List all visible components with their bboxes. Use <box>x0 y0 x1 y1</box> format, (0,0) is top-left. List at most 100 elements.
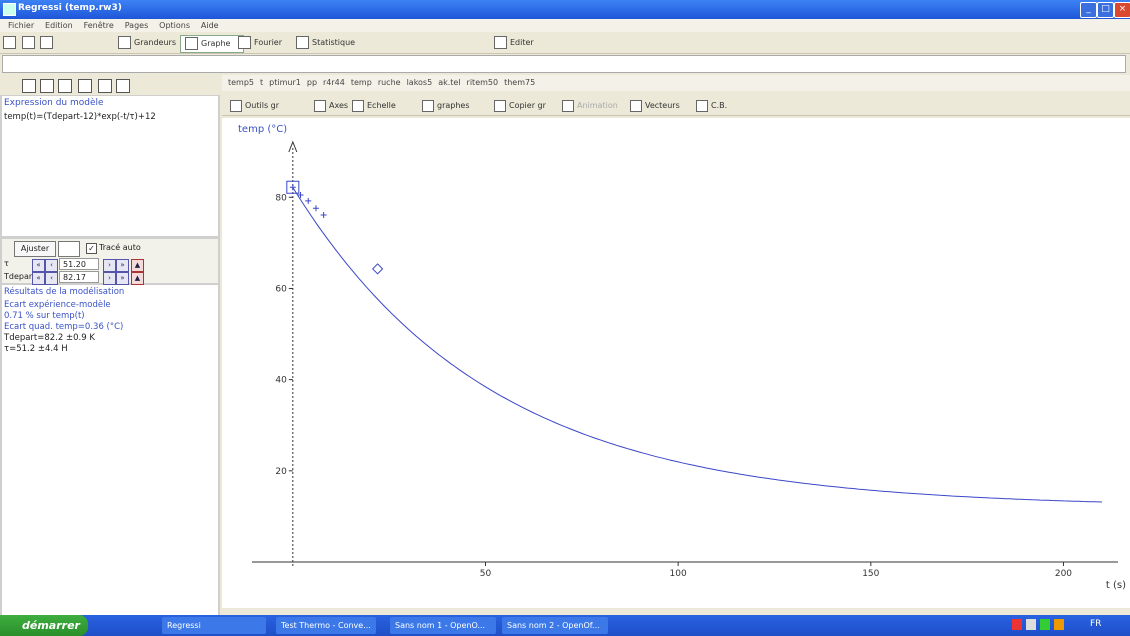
tdepart-increase-button[interactable]: › <box>103 272 116 285</box>
tray-language[interactable]: FR <box>1090 619 1102 629</box>
y-axis-arrow <box>288 140 298 153</box>
variable-tab[interactable]: pp <box>306 78 318 87</box>
tau-increase-button[interactable]: › <box>103 259 116 272</box>
data-point <box>312 205 319 212</box>
graph-tool-button[interactable]: C.B. <box>696 99 727 113</box>
statistique-button[interactable]: Statistique <box>296 35 355 51</box>
data-point <box>371 263 384 275</box>
tau-lock-icon[interactable]: ▲ <box>131 259 144 272</box>
graph-tool-button: Animation <box>562 99 618 113</box>
tray-network-icon[interactable] <box>1026 619 1036 630</box>
trace-auto-checkbox[interactable]: ✓ <box>86 243 97 254</box>
tool-text-button[interactable] <box>22 35 38 51</box>
graph-tool-icon <box>494 99 506 112</box>
data-point <box>289 184 296 191</box>
variable-tab[interactable]: lakos5 <box>406 78 433 87</box>
tau-fast-increase-button[interactable]: » <box>116 259 129 272</box>
tool-table-button[interactable] <box>3 35 19 51</box>
menu-bar: Fichier Edition Fenêtre Pages Options Ai… <box>0 19 1130 32</box>
variable-tab[interactable]: them75 <box>504 78 536 87</box>
results-header: Résultats de la modélisation <box>4 287 125 297</box>
taskbar-task[interactable]: Test Thermo - Conve... <box>276 617 376 634</box>
arrows-icon <box>40 36 53 49</box>
tray-sound-icon[interactable] <box>1040 619 1050 630</box>
graph-tool-label: Axes <box>329 101 349 110</box>
model-curve-icon[interactable] <box>22 79 36 93</box>
menu-edition[interactable]: Edition <box>45 21 73 30</box>
tdepart-fast-decrease-button[interactable]: « <box>32 272 45 285</box>
variable-tab[interactable]: ptimur1 <box>269 78 301 87</box>
tau-value[interactable]: 51.20 <box>59 258 99 270</box>
model-fit-icon[interactable] <box>40 79 54 93</box>
menu-pages[interactable]: Pages <box>124 21 149 30</box>
graph-tool-icon <box>696 99 708 112</box>
fourier-icon <box>238 36 251 49</box>
taskbar-task[interactable]: Sans nom 1 - OpenO... <box>390 617 496 634</box>
main-toolbar: Grandeurs Graphe Fourier Statistique Edi… <box>0 32 1130 54</box>
taskbar-task[interactable]: Sans nom 2 - OpenOf... <box>502 617 608 634</box>
model-expression[interactable]: temp(t)=(Tdepart-12)*exp(-t/τ)+12 <box>4 112 156 122</box>
result-line: Ecart expérience-modèle <box>4 300 111 310</box>
fourier-button[interactable]: Fourier <box>238 35 282 51</box>
menu-aide[interactable]: Aide <box>200 21 219 30</box>
model-options-icon[interactable] <box>98 79 112 93</box>
graph-tool-button[interactable]: Axes <box>314 99 348 113</box>
variable-tab[interactable]: ak.tel <box>438 78 461 87</box>
menu-fenetre[interactable]: Fenêtre <box>83 21 114 30</box>
minimize-button[interactable]: _ <box>1080 2 1097 18</box>
model-editor[interactable]: Expression du modèle temp(t)=(Tdepart-12… <box>2 96 218 236</box>
graph-area[interactable]: 50 100 150 200 20 40 60 80 temp (°C) t (s) <box>222 118 1130 608</box>
tau-decrease-button[interactable]: ‹ <box>45 259 58 272</box>
variable-tab[interactable]: temp <box>350 78 372 87</box>
taskbar-task[interactable]: Regressi <box>162 617 266 634</box>
editer-button[interactable]: Editer <box>494 35 534 51</box>
results-list: Ecart expérience-modèle 0.71 % sur temp(t… <box>2 300 218 355</box>
variable-tab[interactable]: ritem50 <box>466 78 499 87</box>
variable-tab[interactable]: t <box>260 78 264 87</box>
close-button[interactable]: × <box>1114 2 1130 18</box>
graph-tool-button[interactable]: Copier gr <box>494 99 546 113</box>
maximize-button[interactable]: □ <box>1097 2 1114 18</box>
graphe-button[interactable]: Graphe <box>180 35 244 53</box>
tool-arrows-button[interactable] <box>40 35 56 51</box>
title-bar: Regressi (temp.rw3) _ □ × <box>0 0 1130 19</box>
graph-tool-button[interactable]: Echelle <box>352 99 396 113</box>
tray-update-icon[interactable] <box>1054 619 1064 630</box>
variable-tab[interactable]: r4r44 <box>323 78 345 87</box>
fit-wand-icon[interactable] <box>58 241 80 257</box>
tdepart-lock-icon[interactable]: ▲ <box>131 272 144 285</box>
x-axis-label: t (s) <box>1106 580 1126 591</box>
variable-tab[interactable]: ruche <box>377 78 401 87</box>
trace-auto-label: Tracé auto <box>99 243 141 252</box>
data-point <box>297 191 304 198</box>
tray-antivirus-icon[interactable] <box>1012 619 1022 630</box>
expression-input[interactable] <box>2 55 1126 73</box>
tau-fast-decrease-button[interactable]: « <box>32 259 45 272</box>
tdepart-fast-increase-button[interactable]: » <box>116 272 129 285</box>
model-add-icon[interactable] <box>78 79 92 93</box>
variable-tab[interactable]: temp5 <box>228 78 255 87</box>
table-icon <box>3 36 16 49</box>
graph-toolbar: Outils gr Axes Echelle graphes Copier gr Anim… <box>222 96 1130 116</box>
grandeurs-button[interactable]: Grandeurs <box>118 35 176 51</box>
graph-tool-button[interactable]: graphes <box>422 99 470 113</box>
graph-tool-label: C.B. <box>711 101 728 110</box>
model-list-icon[interactable] <box>58 79 72 93</box>
start-button[interactable]: démarrer <box>0 615 88 636</box>
tdepart-value[interactable]: 82.17 <box>59 271 99 283</box>
menu-options[interactable]: Options <box>159 21 191 30</box>
graph-tool-button[interactable]: Vecteurs <box>630 99 680 113</box>
graph-tool-button[interactable]: Outils gr <box>230 99 279 113</box>
temperature-chart[interactable]: 50 100 150 200 20 40 60 80 temp (°C) t (s) <box>222 118 1130 608</box>
graph-icon <box>185 37 198 50</box>
text-icon <box>22 36 35 49</box>
cursor-marker <box>286 180 300 194</box>
menu-fichier[interactable]: Fichier <box>8 21 35 30</box>
ajuster-button[interactable]: Ajuster <box>14 241 56 257</box>
param-tau-name: τ <box>4 259 9 268</box>
grandeurs-label: Grandeurs <box>134 38 176 47</box>
results-box: Résultats de la modélisation Ecart expér… <box>2 285 218 615</box>
print-icon[interactable] <box>116 79 130 93</box>
tdepart-decrease-button[interactable]: ‹ <box>45 272 58 285</box>
y-tick-label: 40 <box>275 376 287 386</box>
